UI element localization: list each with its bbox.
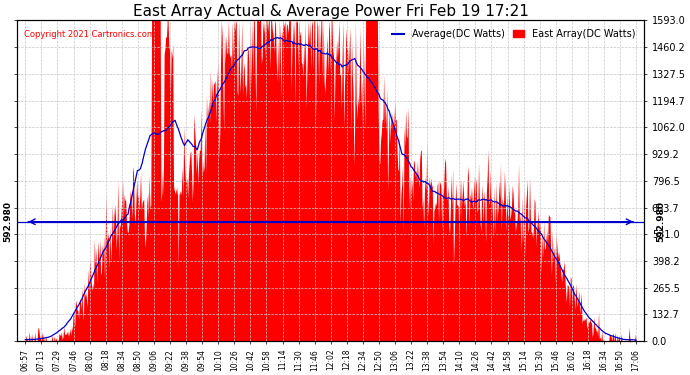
Text: 592.980: 592.980	[657, 201, 666, 242]
Text: Copyright 2021 Cartronics.com: Copyright 2021 Cartronics.com	[23, 30, 155, 39]
Title: East Array Actual & Average Power Fri Feb 19 17:21: East Array Actual & Average Power Fri Fe…	[132, 4, 529, 19]
Text: 592.980: 592.980	[3, 201, 12, 242]
Legend: Average(DC Watts), East Array(DC Watts): Average(DC Watts), East Array(DC Watts)	[388, 25, 640, 43]
